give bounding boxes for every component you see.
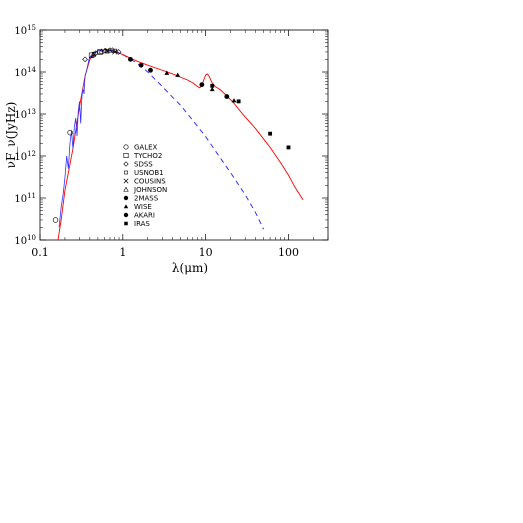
x-tick-label: 1 <box>119 246 126 259</box>
legend-label: USNOB1 <box>134 169 164 177</box>
legend-label: IRAS <box>134 220 150 228</box>
marker-square-small <box>105 49 110 54</box>
marker-triangle-filled <box>175 72 181 77</box>
total-model-line <box>57 49 304 240</box>
model-photosphere <box>122 54 265 230</box>
y-axis-title: νF_ν(JyHz) <box>4 102 18 169</box>
model-total <box>57 49 304 240</box>
y-tick-label: 1011 <box>14 192 36 205</box>
marker-circle-open <box>67 129 73 136</box>
x-tick-label: 100 <box>278 246 299 259</box>
x-tick-label: 0.1 <box>31 246 49 259</box>
y-tick-label: 1010 <box>14 234 36 247</box>
marker-square-filled <box>236 99 241 104</box>
x-tick-label: 10 <box>199 246 213 259</box>
marker-circle-filled <box>148 67 153 73</box>
legend-label: TYCHO2 <box>133 152 162 160</box>
marker-triangle-filled <box>123 204 129 209</box>
y-tick-label: 1012 <box>14 150 36 163</box>
spectrum-line <box>58 48 120 228</box>
marker-square-filled <box>124 221 128 226</box>
marker-square-open <box>97 49 103 55</box>
marker-circle-open <box>123 144 129 150</box>
marker-triangle-open <box>107 47 113 53</box>
marker-square-filled <box>286 145 291 150</box>
legend-label: 2MASS <box>134 195 159 203</box>
legend-label: WISE <box>134 203 152 211</box>
y-ticks: 1010 1011 1012 1013 1014 1015 <box>14 24 328 247</box>
marker-square-small <box>112 48 117 53</box>
marker-circle-open <box>52 217 59 223</box>
y-tick-label: 1015 <box>14 24 36 37</box>
marker-triangle-open <box>90 51 97 57</box>
marker-square-open <box>123 153 129 159</box>
marker-square-filled <box>268 131 273 136</box>
photometry-points <box>52 47 291 223</box>
marker-cross <box>112 49 118 55</box>
marker-circle-filled <box>123 195 129 201</box>
y-tick-label: 1013 <box>14 108 36 121</box>
x-ticks: 0.1 1 10 100 <box>31 30 329 259</box>
y-tick-label: 1014 <box>14 66 36 79</box>
marker-circle-filled <box>123 212 129 218</box>
marker-cross <box>123 178 129 184</box>
y-axis-title-group: νF_ν(JyHz) <box>4 102 18 169</box>
marker-circle-filled <box>138 62 144 68</box>
legend: GALEXTYCHO2SDSSUSNOB1COUSINSJOHNSON2MASS… <box>123 144 167 228</box>
marker-square-small <box>124 170 128 175</box>
legend-label: SDSS <box>134 161 153 169</box>
marker-triangle-filled <box>164 70 170 75</box>
plot-frame <box>39 29 329 241</box>
marker-diamond-open <box>123 161 129 167</box>
marker-square-filled <box>210 83 215 88</box>
legend-label: GALEX <box>134 144 158 152</box>
marker-triangle-open <box>123 186 129 192</box>
observed-spectrum <box>58 48 120 228</box>
x-axis-title: λ(μm) <box>172 261 208 275</box>
photosphere-line <box>122 54 265 230</box>
marker-circle-filled <box>224 94 230 99</box>
marker-circle-filled <box>128 56 133 62</box>
marker-diamond-open <box>115 49 122 55</box>
marker-diamond-open <box>82 56 88 63</box>
marker-circle-filled <box>199 82 205 88</box>
marker-triangle-open <box>98 48 105 54</box>
marker-triangle-filled <box>231 98 237 103</box>
legend-label: JOHNSON <box>133 186 167 194</box>
marker-triangle-filled <box>209 86 215 92</box>
legend-label: AKARI <box>134 212 155 220</box>
legend-label: COUSINS <box>134 178 166 186</box>
